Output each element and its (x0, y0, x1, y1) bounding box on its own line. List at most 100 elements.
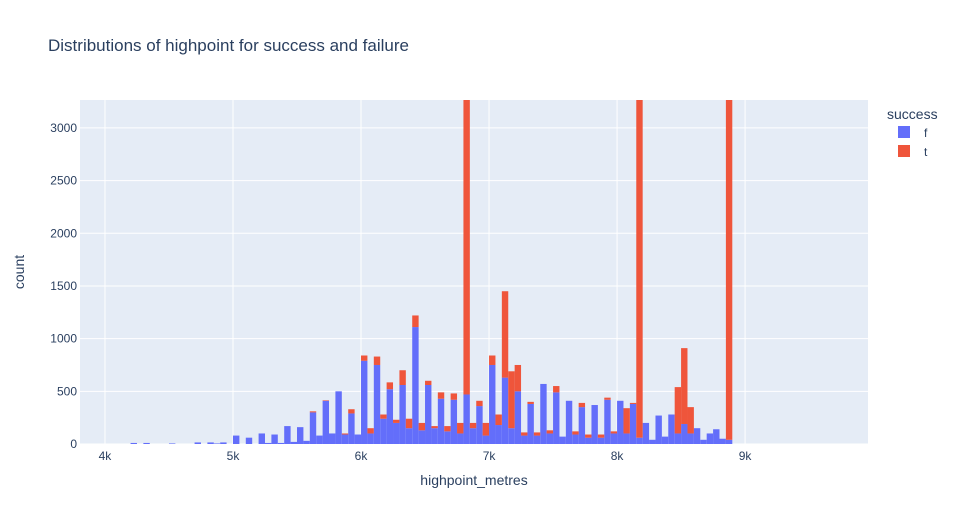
bar (565, 400, 573, 444)
bar (399, 384, 406, 444)
bar (373, 356, 381, 365)
bar (514, 391, 522, 444)
legend-label[interactable]: t (924, 145, 928, 159)
bar (687, 433, 694, 444)
bar (655, 415, 662, 444)
bar (521, 435, 528, 444)
bar (309, 412, 317, 444)
bar (284, 426, 291, 444)
legend-swatch[interactable] (898, 145, 910, 157)
bar (508, 428, 515, 444)
x-tick-label: 9k (739, 449, 753, 463)
bar (373, 364, 381, 444)
bar (533, 435, 541, 444)
bar (213, 443, 221, 444)
bar (514, 364, 522, 392)
legend-title: success (887, 106, 938, 122)
bar (546, 433, 554, 444)
bar (674, 387, 682, 434)
bar (297, 427, 304, 444)
grid (80, 100, 868, 445)
bar (604, 397, 611, 400)
bar (194, 442, 201, 444)
bar (277, 442, 285, 444)
bar (405, 418, 413, 429)
chart-title: Distributions of highpoint for success a… (48, 36, 409, 55)
bar (610, 433, 618, 444)
bar (553, 392, 560, 444)
bars (130, 100, 733, 444)
bar (700, 439, 707, 444)
bar (143, 442, 150, 444)
bar (322, 400, 330, 444)
bar (668, 414, 675, 444)
bar (457, 433, 464, 444)
bar (533, 432, 541, 436)
bar (687, 407, 694, 434)
bar (130, 442, 137, 444)
bar (264, 442, 272, 444)
bar (476, 406, 483, 444)
bar (501, 291, 509, 378)
bar (380, 418, 387, 444)
bar (578, 407, 586, 444)
legend-swatch[interactable] (898, 126, 910, 138)
y-tick-label: 1500 (50, 279, 77, 293)
bar (367, 433, 374, 444)
bar (623, 433, 630, 444)
bar (457, 422, 464, 434)
bar (220, 442, 227, 444)
bar (508, 371, 515, 429)
y-tick-label: 0 (70, 437, 77, 451)
bar (405, 428, 413, 444)
bar (386, 382, 394, 390)
y-tick-label: 1000 (50, 332, 77, 346)
plot-area (80, 100, 868, 444)
bar (572, 431, 579, 435)
bar (412, 315, 419, 328)
bar (232, 435, 240, 444)
bar (245, 437, 253, 444)
bar (706, 433, 714, 444)
y-tick-label: 3000 (50, 121, 77, 135)
bar (469, 422, 477, 429)
bar (271, 434, 278, 444)
bar (341, 434, 349, 444)
bar (482, 435, 490, 444)
bar (393, 419, 400, 423)
bar (399, 370, 406, 385)
bar (418, 422, 426, 431)
bar (335, 391, 342, 444)
bar (341, 433, 349, 435)
bar (316, 435, 323, 444)
bar (431, 428, 438, 444)
bar (207, 442, 214, 444)
x-tick-label: 8k (611, 449, 625, 463)
bar (495, 425, 502, 444)
bar (361, 360, 368, 444)
bar (412, 327, 419, 444)
bar (527, 403, 534, 444)
bar (540, 383, 547, 444)
bar (258, 433, 265, 444)
legend-label[interactable]: f (924, 126, 928, 140)
bar (437, 392, 445, 399)
bar (450, 399, 458, 444)
bar (521, 432, 528, 436)
bar (674, 433, 682, 444)
y-axis-title: count (11, 255, 27, 289)
bar (495, 414, 502, 426)
bar (585, 434, 592, 438)
bar (585, 437, 592, 444)
bar (693, 428, 701, 444)
bar (642, 422, 650, 444)
bar (380, 414, 387, 419)
bar (469, 428, 477, 444)
x-tick-label: 5k (227, 449, 241, 463)
bar (354, 434, 362, 444)
legend: ft (898, 126, 928, 159)
x-tick-label: 7k (483, 449, 497, 463)
bar (713, 429, 720, 444)
bar (348, 409, 355, 414)
